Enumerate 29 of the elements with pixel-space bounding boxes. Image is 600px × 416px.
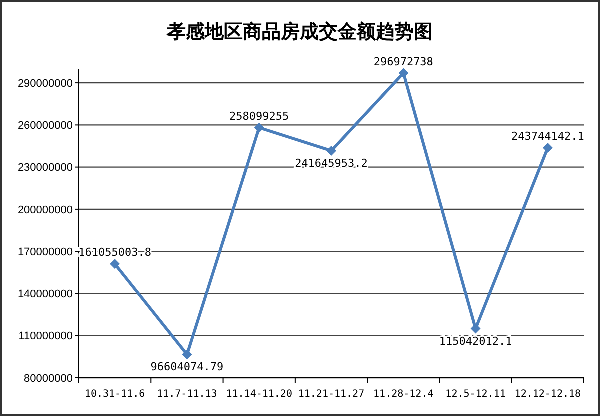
- data-label: 115042012.1: [439, 334, 512, 348]
- y-tick-label: 260000000: [18, 120, 73, 132]
- point: [254, 122, 264, 133]
- x-tick-label: 11.7-11.13: [157, 389, 218, 400]
- y-tick-label: 230000000: [18, 162, 73, 174]
- point: [542, 143, 553, 154]
- x-tick-label: 10.31-11.6: [84, 389, 146, 400]
- y-tick-label: 110000000: [18, 330, 73, 343]
- point: [110, 259, 120, 270]
- x-tick-label: 11.28-12.4: [374, 389, 434, 400]
- point: [182, 350, 192, 360]
- data-label: 96604074.79: [150, 360, 224, 374]
- y-tick-label: 200000000: [18, 204, 73, 216]
- y-tick-label: 290000000: [18, 78, 73, 90]
- point: [326, 146, 336, 156]
- data-label: 241645953.2: [295, 156, 368, 170]
- data-label: 243744142.1: [512, 130, 584, 144]
- data-label: 258099255: [230, 110, 290, 123]
- y-tick-label: 140000000: [18, 288, 73, 301]
- data-label: 296972738: [374, 55, 434, 68]
- y-tick-label: 170000000: [18, 246, 73, 258]
- x-tick-label: 11.14-11.20: [226, 389, 292, 400]
- x-tick-label: 12.12-12.18: [514, 389, 582, 400]
- y-tick-label: 80000000: [24, 372, 73, 385]
- x-tick-label: 12.5-12.11: [446, 389, 506, 400]
- point: [470, 324, 481, 334]
- chart-title: 孝感地区商品房成交金额趋势图: [166, 21, 433, 43]
- point: [398, 68, 409, 78]
- x-tick-label: 11.21-11.27: [298, 389, 365, 400]
